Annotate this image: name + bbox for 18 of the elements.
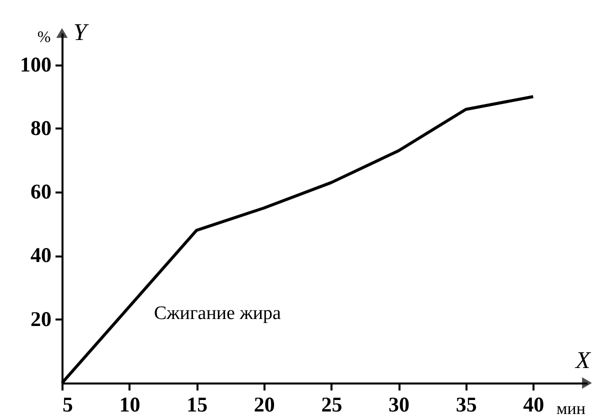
x-tick-label: 40 xyxy=(523,392,544,416)
text: мин xyxy=(556,399,586,417)
y-tick-label: 100 xyxy=(20,52,52,76)
x-tick-label: 35 xyxy=(456,392,477,416)
x-tick-label: 30 xyxy=(388,392,410,416)
x-tick-label: 5 xyxy=(62,392,73,416)
y-axis-title: Y xyxy=(73,20,90,46)
y-tick-label: 60 xyxy=(30,180,52,204)
text: % xyxy=(37,29,51,46)
series-label: Сжигание жира xyxy=(154,303,282,324)
x-tick-label: 15 xyxy=(186,392,208,416)
x-axis-title: X xyxy=(574,348,592,374)
x-tick-label: 10 xyxy=(119,392,140,416)
y-tick-label: 40 xyxy=(30,243,52,268)
x-tick-label: 20 xyxy=(254,392,275,416)
y-tick-label: 80 xyxy=(30,116,52,140)
x-tick-label: 25 xyxy=(321,392,342,416)
y-tick-label: 20 xyxy=(30,306,52,331)
